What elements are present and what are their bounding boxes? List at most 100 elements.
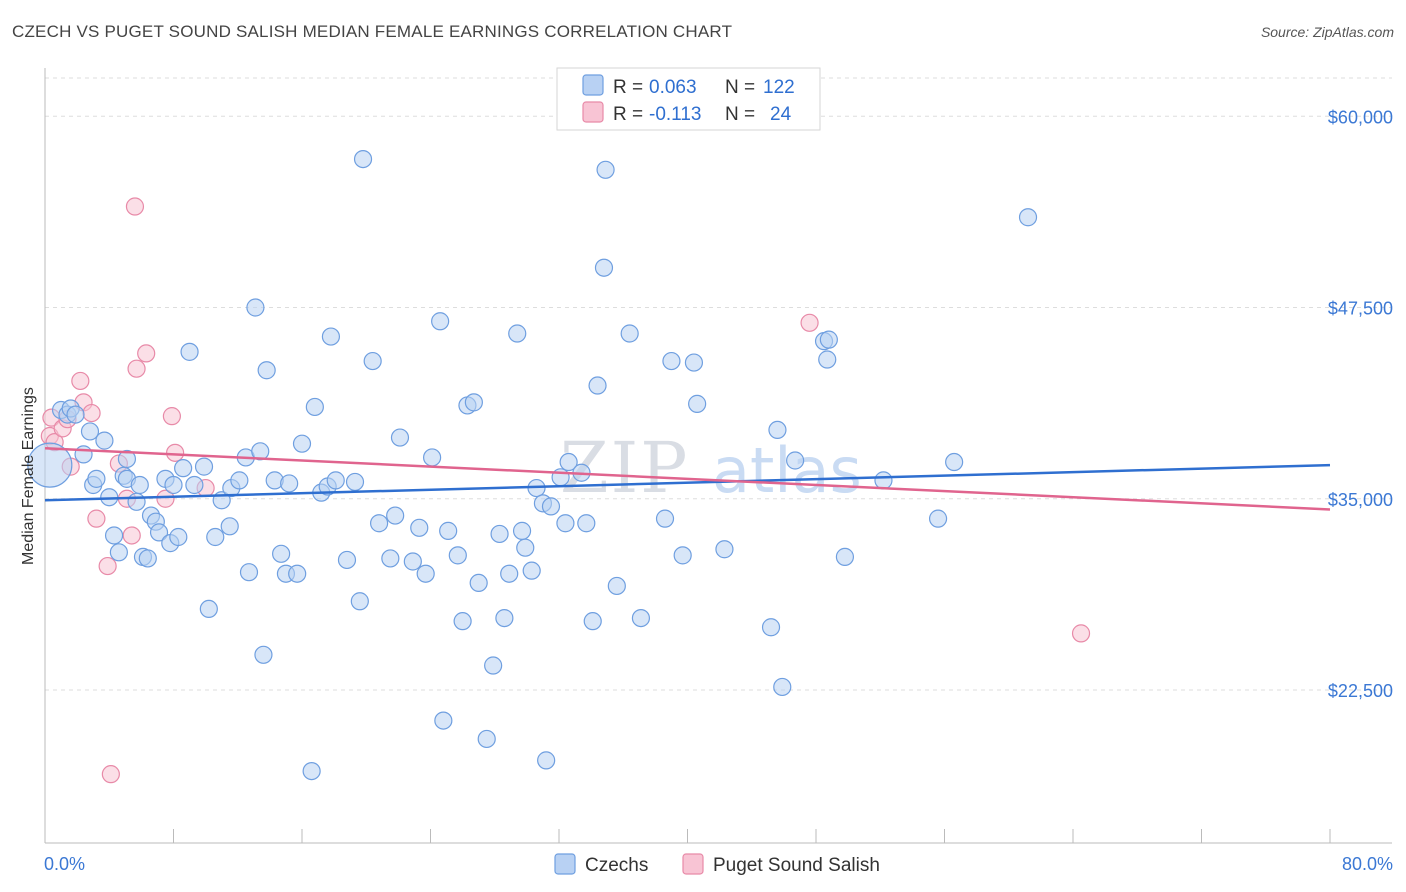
czech-point bbox=[945, 452, 964, 472]
czech-point bbox=[292, 434, 312, 453]
czech-point bbox=[431, 312, 450, 331]
bottom-legend: Czechs Puget Sound Salish bbox=[554, 853, 880, 876]
salish-point bbox=[800, 313, 819, 332]
czech-point bbox=[761, 618, 781, 637]
trend-lines bbox=[44, 447, 1331, 511]
czech-point bbox=[350, 592, 369, 611]
watermark: ZIP atlas bbox=[560, 427, 862, 509]
legend-r-label-salish: R = bbox=[613, 104, 643, 125]
czech-point bbox=[484, 656, 503, 675]
x-tick-label-min: 0.0% bbox=[44, 854, 85, 874]
czech-point bbox=[206, 527, 225, 547]
czech-point bbox=[835, 547, 855, 566]
czech-point bbox=[819, 330, 838, 349]
legend-r-label-czechs: R = bbox=[613, 77, 643, 98]
czech-point bbox=[448, 546, 467, 565]
czech-point bbox=[439, 521, 458, 540]
czech-point bbox=[773, 677, 792, 697]
x-tick-labels: 0.0% 80.0% bbox=[44, 854, 1393, 874]
czech-point bbox=[66, 405, 85, 424]
czech-point bbox=[874, 471, 893, 490]
salish-point bbox=[101, 765, 120, 784]
czech-point bbox=[522, 561, 541, 580]
salish-point bbox=[87, 509, 106, 528]
salish-point bbox=[127, 359, 146, 378]
czech-point bbox=[490, 524, 509, 544]
grid-lines bbox=[45, 77, 1392, 691]
y-tick-label: $35,000 bbox=[1328, 490, 1393, 510]
watermark-atlas: atlas bbox=[712, 434, 862, 507]
czech-point bbox=[246, 298, 265, 317]
czech-point bbox=[109, 543, 128, 562]
bottom-legend-swatch-czechs bbox=[554, 853, 576, 875]
bottom-legend-label-czechs: Czechs bbox=[585, 855, 648, 876]
czech-point bbox=[508, 324, 527, 343]
salish-point bbox=[125, 197, 145, 216]
czech-point bbox=[251, 442, 270, 461]
czech-point bbox=[541, 497, 561, 516]
czech-point bbox=[239, 563, 259, 582]
czech-point bbox=[556, 514, 575, 533]
czech-point bbox=[80, 422, 100, 441]
czech-point bbox=[688, 394, 707, 413]
czech-point bbox=[27, 442, 73, 488]
y-tick-label: $22,500 bbox=[1328, 681, 1393, 701]
legend: R = 0.063 N = 122 R = -0.113 N = 24 bbox=[556, 67, 821, 131]
czech-point bbox=[786, 451, 805, 470]
czech-point bbox=[577, 514, 596, 533]
y-tick-labels: $22,500 $35,000 $47,500 $60,000 bbox=[1328, 107, 1393, 701]
salish-point bbox=[71, 371, 90, 391]
czech-point bbox=[280, 474, 299, 493]
czech-point bbox=[453, 612, 472, 631]
bottom-legend-swatch-salish bbox=[682, 853, 704, 875]
czech-point bbox=[220, 517, 239, 536]
czech-point bbox=[620, 324, 639, 343]
czech-point bbox=[326, 471, 345, 490]
czech-point bbox=[410, 518, 429, 537]
czech-point bbox=[928, 509, 948, 528]
source-label: Source: ZipAtlas.com bbox=[1260, 24, 1394, 40]
czech-point bbox=[254, 645, 273, 664]
czech-point bbox=[594, 258, 614, 277]
y-tick-label: $47,500 bbox=[1328, 299, 1393, 319]
legend-swatch-puget-sound-salish bbox=[582, 101, 604, 123]
legend-n-value-salish: 24 bbox=[770, 104, 792, 125]
salish-point bbox=[137, 344, 156, 363]
czech-point bbox=[607, 576, 626, 596]
salish-point bbox=[1071, 624, 1091, 643]
salish-point bbox=[166, 443, 185, 462]
czech-point bbox=[662, 351, 681, 371]
czech-point bbox=[1018, 208, 1038, 227]
czech-point bbox=[469, 573, 488, 593]
czech-point bbox=[194, 457, 214, 476]
czech-point bbox=[104, 526, 124, 545]
czech-point bbox=[588, 376, 607, 395]
czech-point bbox=[272, 544, 291, 563]
czech-point bbox=[353, 149, 373, 169]
trend-line-czechs bbox=[44, 463, 1331, 502]
czech-point bbox=[477, 729, 496, 749]
czech-point bbox=[288, 564, 307, 583]
czech-point bbox=[559, 452, 578, 472]
legend-n-value-czechs: 122 bbox=[763, 77, 795, 98]
bottom-legend-label-salish: Puget Sound Salish bbox=[713, 855, 880, 876]
salish-point bbox=[162, 407, 181, 426]
chart-title: CZECH VS PUGET SOUND SALISH MEDIAN FEMAL… bbox=[12, 22, 733, 41]
czech-point bbox=[386, 506, 405, 525]
czech-point bbox=[583, 612, 602, 631]
legend-swatch-czechs bbox=[582, 74, 604, 96]
czech-point bbox=[416, 564, 435, 583]
czech-point bbox=[370, 514, 389, 533]
czech-point bbox=[403, 552, 422, 571]
czech-point bbox=[321, 327, 341, 346]
czech-point bbox=[381, 549, 400, 568]
czech-point bbox=[596, 160, 615, 179]
czech-point bbox=[138, 549, 157, 568]
czech-point bbox=[174, 459, 193, 478]
czech-point bbox=[337, 550, 357, 570]
czech-point bbox=[655, 509, 675, 528]
czech-point bbox=[500, 564, 519, 583]
czech-point bbox=[302, 761, 321, 781]
czech-point bbox=[464, 393, 483, 412]
